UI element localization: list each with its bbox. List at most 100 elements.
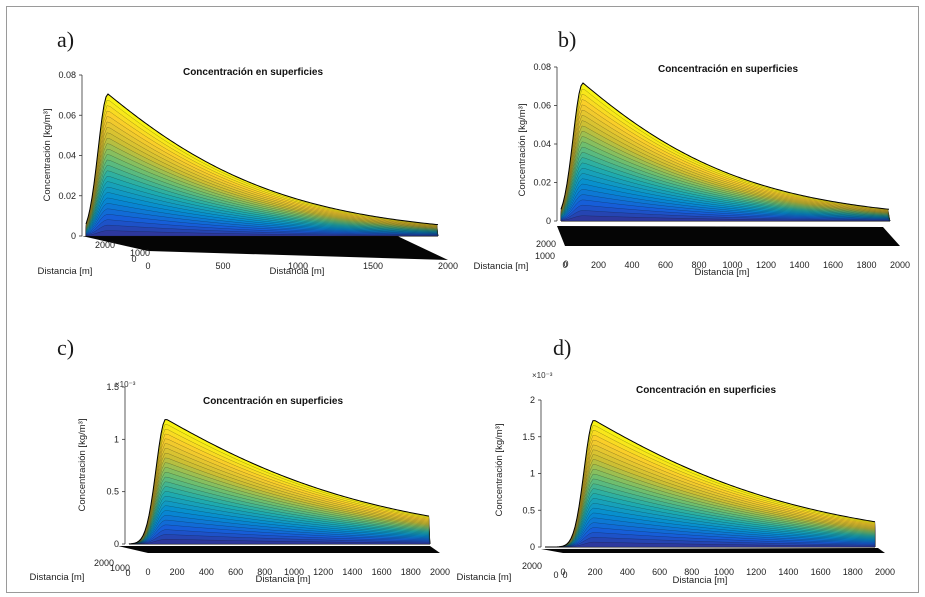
surface-floor (82, 234, 448, 260)
x-tick-label: 2000 (438, 261, 458, 271)
x-tick-label: 200 (170, 567, 185, 577)
x-tick-label: 400 (199, 567, 214, 577)
panel-d: d) Concentración en superficies ×10⁻³ 0 0.5 1… (457, 335, 895, 586)
y-tick-label: 2000 (522, 561, 542, 571)
x-tick-label: 2000 (875, 567, 895, 577)
x-tick-label: 1200 (756, 260, 776, 270)
x-tick-label: 1400 (778, 567, 798, 577)
surface-crest (544, 420, 876, 548)
x-tick-label: 1400 (789, 260, 809, 270)
x-tick-label: 1600 (372, 567, 392, 577)
x-tick-label: 400 (624, 260, 639, 270)
y-axis-label: Distancia [m] (30, 572, 85, 583)
z-tick-label: 1 (114, 434, 119, 444)
x-tick-label: 800 (691, 260, 706, 270)
panel-label: a) (57, 27, 74, 52)
x-tick-label: 1800 (401, 567, 421, 577)
z-tick-label: 0 (114, 539, 119, 549)
x-tick-label: 0 (145, 567, 150, 577)
panel-label: b) (558, 27, 576, 52)
x-tick-label: 600 (652, 567, 667, 577)
z-tick-label: 1.5 (106, 382, 119, 392)
y-tick-label: 0 (131, 254, 136, 264)
z-tick-label: 0 (546, 216, 551, 226)
z-axis-label: Concentración [kg/m³] (494, 424, 505, 517)
z-axis-label: Concentración [kg/m³] (517, 104, 528, 197)
x-tick-label: 2000 (430, 567, 450, 577)
x-tick-label: 1500 (363, 261, 383, 271)
surface-crest (85, 93, 439, 226)
panel-label: d) (553, 335, 571, 360)
x-tick-label: 1800 (843, 567, 863, 577)
z-tick-label: 0.04 (58, 151, 76, 161)
x-tick-label: 1000 (722, 260, 742, 270)
surface-band (85, 230, 439, 237)
surface-floor (541, 548, 885, 553)
z-tick-label: 0.5 (106, 487, 119, 497)
x-tick-label: 0 (145, 261, 150, 271)
surface-band (128, 539, 431, 545)
y-axis-label: Distancia [m] (474, 261, 529, 272)
x-tick-label: 1200 (313, 567, 333, 577)
x-tick-label: 600 (658, 260, 673, 270)
panel-c: c) Concentración en superficies ×10⁻³ 0 0.5 1… (30, 335, 450, 585)
z-tick-label: 0.5 (522, 505, 535, 515)
z-axis-label: Concentración [kg/m³] (42, 109, 53, 202)
x-axis-label: Distancia [m] (673, 575, 728, 586)
surface-floor (118, 546, 440, 553)
x-tick-label: 1000 (714, 567, 734, 577)
z-exponent: ×10⁻³ (115, 380, 136, 389)
z-tick-label: 1 (530, 469, 535, 479)
z-tick-label: 1.5 (522, 432, 535, 442)
x-tick-label: 1200 (746, 567, 766, 577)
y-tick-label: 0 (562, 570, 567, 580)
x-axis-label: Distancia [m] (695, 267, 750, 278)
surface-band (544, 541, 876, 548)
y-axis-label: Distancia [m] (38, 266, 93, 277)
x-tick-label: 200 (588, 567, 603, 577)
y-tick-label: 0 (125, 568, 130, 578)
x-tick-label: 500 (215, 261, 230, 271)
x-axis-label: Distancia [m] (270, 266, 325, 277)
z-tick-label: 0.06 (533, 101, 551, 111)
y-tick-label: 1000 (535, 251, 555, 261)
surface-crest (560, 82, 890, 210)
x-tick-label: 1000 (284, 567, 304, 577)
x-tick-label: 800 (257, 567, 272, 577)
chart-title: Concentración en superficies (203, 396, 343, 407)
y-tick-label: 1000 (130, 248, 150, 258)
x-tick-label: 1600 (811, 567, 831, 577)
x-tick-label: 2000 (890, 260, 910, 270)
x-tick-label: 1600 (823, 260, 843, 270)
z-tick-label: 0 (71, 231, 76, 241)
x-tick-label: 800 (684, 567, 699, 577)
z-tick-label: 0.08 (58, 70, 76, 80)
x-tick-label: 200 (591, 260, 606, 270)
x-tick-label: 600 (228, 567, 243, 577)
z-tick-label: 0.04 (533, 139, 551, 149)
y-tick-label: 2000 (536, 239, 556, 249)
panel-b: b) Concentración en superficies 0 0.02 0.04 0… (474, 27, 910, 278)
y-axis-label: Distancia [m] (457, 572, 512, 583)
z-tick-label: 0 (530, 542, 535, 552)
y-tick-label: 0 (553, 570, 558, 580)
y-tick-label: 2000 (94, 558, 114, 568)
surface-floor (557, 226, 900, 246)
z-exponent: ×10⁻³ (532, 371, 553, 380)
z-tick-label: 0.08 (533, 62, 551, 72)
chart-title: Concentración en superficies (183, 67, 323, 78)
y-tick-label: 1000 (110, 563, 130, 573)
chart-title: Concentración en superficies (658, 64, 798, 75)
z-tick-label: 0.06 (58, 110, 76, 120)
surface-crest (128, 419, 430, 545)
x-tick-label: 1800 (856, 260, 876, 270)
surface-band (560, 215, 891, 222)
y-tick-label: 2000 (95, 240, 115, 250)
x-tick-label: 0 (562, 260, 567, 270)
z-tick-label: 0.02 (58, 191, 76, 201)
x-tick-label: 1400 (342, 567, 362, 577)
z-axis-label: Concentración [kg/m³] (77, 419, 88, 512)
chart-title: Concentración en superficies (636, 385, 776, 396)
x-axis-label: Distancia [m] (256, 574, 311, 585)
